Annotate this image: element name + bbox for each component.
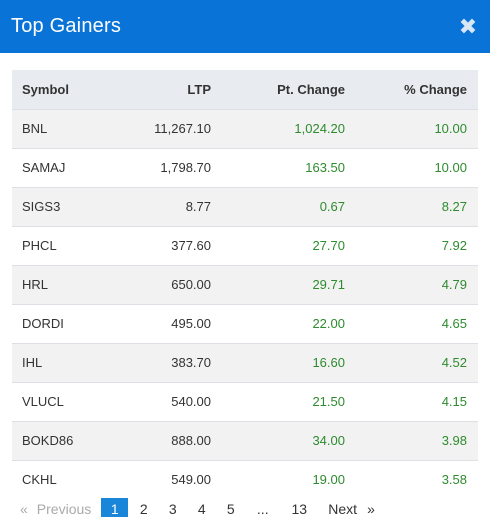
table-row: BNL 11,267.10 1,024.20 10.00	[12, 109, 478, 148]
page-3-button[interactable]: 3	[168, 501, 177, 517]
table-row: SAMAJ 1,798.70 163.50 10.00	[12, 148, 478, 187]
cell-ltp: 549.00	[171, 472, 211, 488]
cell-pct-change: 4.52	[441, 355, 467, 370]
pagination: « Previous 1 2 3 4 5 ... 13 Next »	[12, 498, 375, 517]
cell-ltp: 540.00	[171, 394, 211, 409]
next-label: Next	[328, 501, 358, 517]
gainers-table-wrapper: Symbol LTP Pt. Change % Change BNL 11,26…	[12, 70, 478, 499]
page-1-button[interactable]: 1	[101, 498, 129, 517]
cell-pct-change: 10.00	[434, 121, 467, 136]
page-2-button[interactable]: 2	[139, 501, 148, 517]
double-chevron-right-icon: »	[367, 501, 375, 517]
cell-pt-change: 0.67	[319, 199, 345, 214]
cell-pct-change: 4.79	[441, 277, 467, 292]
table-row: DORDI 495.00 22.00 4.65	[12, 304, 478, 343]
cell-pt-change: 163.50	[305, 160, 345, 175]
close-icon[interactable]: ✖	[458, 13, 478, 39]
cell-ltp: 650.00	[171, 277, 211, 292]
table-row: HRL 650.00 29.71 4.79	[12, 265, 478, 304]
cell-pct-change: 8.27	[441, 199, 467, 214]
cell-symbol: VLUCL	[22, 394, 64, 409]
next-page-button[interactable]: Next »	[328, 501, 375, 517]
cell-symbol: IHL	[22, 355, 43, 370]
gainers-table: Symbol LTP Pt. Change % Change BNL 11,26…	[12, 70, 478, 499]
cell-pt-change: 27.70	[312, 238, 345, 253]
modal-title: Top Gainers	[11, 15, 122, 37]
column-header-pt-change[interactable]: Pt. Change	[277, 81, 345, 97]
cell-ltp: 888.00	[171, 433, 211, 448]
cell-ltp: 8.77	[185, 199, 211, 214]
cell-symbol: SIGS3	[22, 199, 61, 214]
table-row: IHL 383.70 16.60 4.52	[12, 343, 478, 382]
cell-pt-change: 34.00	[312, 433, 345, 448]
cell-pt-change: 19.00	[312, 472, 345, 488]
cell-pct-change: 10.00	[434, 160, 467, 175]
double-chevron-left-icon: «	[20, 501, 28, 517]
column-header-ltp[interactable]: LTP	[187, 81, 211, 97]
cell-symbol: PHCL	[22, 238, 57, 253]
cell-symbol: CKHL	[22, 472, 57, 488]
cell-ltp: 383.70	[171, 355, 211, 370]
table-row: PHCL 377.60 27.70 7.92	[12, 226, 478, 265]
cell-ltp: 11,267.10	[154, 121, 211, 136]
cell-pct-change: 4.65	[441, 316, 467, 331]
page-4-button[interactable]: 4	[197, 501, 206, 517]
table-row: SIGS3 8.77 0.67 8.27	[12, 187, 478, 226]
table-row: VLUCL 540.00 21.50 4.15	[12, 382, 478, 421]
cell-pct-change: 7.92	[441, 238, 467, 253]
cell-symbol: HRL	[22, 277, 49, 292]
modal-body: Symbol LTP Pt. Change % Change BNL 11,26…	[0, 53, 490, 517]
column-header-pct-change[interactable]: % Change	[404, 81, 467, 97]
cell-pt-change: 16.60	[312, 355, 345, 370]
page-13-button[interactable]: 13	[291, 501, 308, 517]
cell-symbol: SAMAJ	[22, 160, 66, 175]
cell-symbol: DORDI	[22, 316, 64, 331]
cell-pct-change: 4.15	[441, 394, 467, 409]
table-header-row: Symbol LTP Pt. Change % Change	[12, 70, 478, 109]
cell-ltp: 495.00	[171, 316, 211, 331]
table-row: BOKD86 888.00 34.00 3.98	[12, 421, 478, 460]
cell-symbol: BOKD86	[22, 433, 74, 448]
cell-pt-change: 29.71	[312, 277, 345, 292]
page-5-button[interactable]: 5	[226, 501, 235, 517]
table-row: CKHL 549.00 19.00 3.58	[12, 460, 478, 499]
previous-page-button[interactable]: « Previous	[20, 501, 91, 517]
cell-pt-change: 1,024.20	[294, 121, 345, 136]
cell-pct-change: 3.58	[441, 472, 467, 488]
cell-symbol: BNL	[22, 121, 48, 136]
cell-ltp: 1,798.70	[160, 160, 211, 175]
column-header-symbol[interactable]: Symbol	[22, 81, 69, 97]
previous-label: Previous	[36, 501, 92, 517]
cell-ltp: 377.60	[171, 238, 211, 253]
modal-header: Top Gainers ✖	[0, 0, 490, 53]
cell-pct-change: 3.98	[441, 433, 467, 448]
page-ellipsis: ...	[256, 501, 269, 517]
cell-pt-change: 22.00	[312, 316, 345, 331]
cell-pt-change: 21.50	[312, 394, 345, 409]
